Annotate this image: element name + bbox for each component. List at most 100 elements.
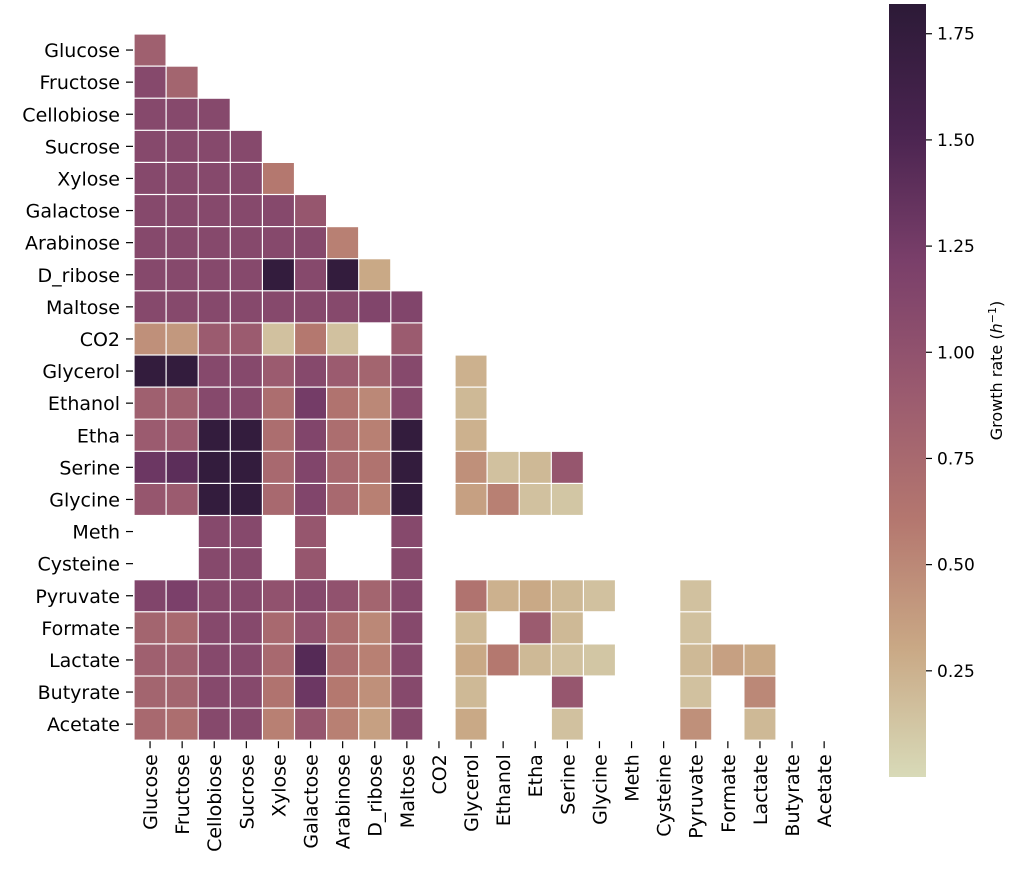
y-tick-label-glycerol: Glycerol <box>42 361 120 383</box>
heatmap-cell-acetate-galactose <box>295 708 326 740</box>
heatmap-cell-glycine-glucose <box>134 484 166 515</box>
heatmap-cell-acetate-d_ribose <box>359 708 391 740</box>
colorbar-title: Growth rate (h−1) <box>986 301 1007 440</box>
heatmap-cell-glycine-fructose <box>166 484 198 515</box>
y-tick-label-fructose: Fructose <box>39 72 120 94</box>
heatmap-cell-glycine-maltose <box>391 484 423 515</box>
heatmap-cell-formate-serine <box>551 612 583 644</box>
heatmap-cell-acetate-lactate <box>744 708 776 740</box>
heatmap-cell-co2-sucrose <box>230 323 262 355</box>
heatmap-cell-formate-fructose <box>166 612 198 644</box>
y-tick-label-cysteine: Cysteine <box>37 554 120 576</box>
heatmap-cell-etha-fructose <box>166 419 198 451</box>
y-tick-label-ethanol: Ethanol <box>48 393 120 415</box>
heatmap-cell-meth-galactose <box>295 516 326 547</box>
heatmap-cell-glycine-sucrose <box>230 484 262 515</box>
heatmap-cell-lactate-d_ribose <box>359 644 391 676</box>
heatmap-cell-lactate-glycerol <box>455 644 487 676</box>
heatmap-cell-maltose-arabinose <box>327 291 359 323</box>
heatmap-cell-butyrate-arabinose <box>327 676 359 708</box>
heatmap-cell-acetate-arabinose <box>327 708 359 740</box>
colorbar-tick-label: 0.25 <box>937 662 975 682</box>
heatmap-cell-etha-cellobiose <box>198 419 230 451</box>
heatmap-cell-serine-d_ribose <box>359 451 391 483</box>
heatmap-cell-acetate-glucose <box>134 708 166 740</box>
heatmap-cell-ethanol-d_ribose <box>359 387 391 419</box>
heatmap-cell-etha-arabinose <box>327 419 359 451</box>
heatmap-cell-lactate-arabinose <box>327 644 359 676</box>
heatmap-cell-lactate-glucose <box>134 644 166 676</box>
heatmap-cell-serine-ethanol <box>487 451 519 483</box>
y-tick-label-meth: Meth <box>72 522 120 544</box>
heatmap-cell-etha-xylose <box>263 419 294 451</box>
x-axis-tick-labels: Glucose Fructose Cellobiose Sucrose Xylose Ga… <box>140 741 836 852</box>
heatmap-cell-glycerol-d_ribose <box>359 355 391 387</box>
x-tick-label-meth: Meth <box>622 754 644 802</box>
heatmap-cell-xylose-cellobiose <box>198 163 230 194</box>
heatmap-cell-pyruvate-glycerol <box>455 580 487 612</box>
heatmap-cell-butyrate-maltose <box>391 676 423 708</box>
heatmap-cell-etha-maltose <box>391 419 423 451</box>
heatmap-cell-pyruvate-maltose <box>391 580 423 612</box>
heatmap-cell-sucrose-cellobiose <box>198 130 230 162</box>
colorbar-title-units-exponent: −1 <box>986 307 999 323</box>
heatmap-cell-d_ribose-d_ribose <box>359 259 391 291</box>
heatmap-cell-formate-galactose <box>295 612 326 644</box>
heatmap-cell-co2-arabinose <box>327 323 359 355</box>
heatmap-cell-formate-glucose <box>134 612 166 644</box>
heatmap-cell-sucrose-sucrose <box>230 130 262 162</box>
y-tick-label-glycine: Glycine <box>49 489 120 511</box>
heatmap-cell-serine-galactose <box>295 451 326 483</box>
colorbar-tick-label: 1.25 <box>937 237 975 257</box>
heatmap-cell-cysteine-sucrose <box>230 548 262 580</box>
heatmap-cell-arabinose-glucose <box>134 227 166 259</box>
x-tick-label-ethanol: Ethanol <box>493 754 515 826</box>
heatmap-cell-meth-maltose <box>391 516 423 547</box>
heatmap-cell-maltose-sucrose <box>230 291 262 323</box>
heatmap-cell-xylose-xylose <box>263 163 294 194</box>
colorbar-tick-label: 0.75 <box>937 449 975 469</box>
heatmap-cell-serine-etha <box>519 451 551 483</box>
heatmap-cell-co2-fructose <box>166 323 198 355</box>
heatmap-cell-lactate-serine <box>551 644 583 676</box>
heatmap-cell-etha-glycerol <box>455 419 487 451</box>
heatmap-cell-cysteine-maltose <box>391 548 423 580</box>
y-tick-label-acetate: Acetate <box>47 714 120 736</box>
x-tick-label-lactate: Lactate <box>750 754 772 825</box>
colorbar-gradient <box>889 4 926 777</box>
x-tick-label-maltose: Maltose <box>397 754 419 828</box>
y-tick-label-butyrate: Butyrate <box>38 682 120 704</box>
x-tick-label-glycine: Glycine <box>589 754 611 825</box>
heatmap-cell-ethanol-xylose <box>263 387 294 419</box>
heatmap-cell-ethanol-maltose <box>391 387 423 419</box>
heatmap-cell-arabinose-sucrose <box>230 227 262 259</box>
heatmap-cell-serine-glycerol <box>455 451 487 483</box>
heatmap-cell-ethanol-fructose <box>166 387 198 419</box>
heatmap-cell-glycerol-sucrose <box>230 355 262 387</box>
heatmap-cell-etha-glucose <box>134 419 166 451</box>
heatmap-cell-serine-arabinose <box>327 451 359 483</box>
heatmap-cell-co2-cellobiose <box>198 323 230 355</box>
heatmap-cell-glycine-ethanol <box>487 484 519 515</box>
x-tick-label-galactose: Galactose <box>301 754 323 848</box>
heatmap-cell-arabinose-arabinose <box>327 227 359 259</box>
heatmap-cell-arabinose-cellobiose <box>198 227 230 259</box>
heatmap-cell-glycine-d_ribose <box>359 484 391 515</box>
heatmap-cell-cysteine-cellobiose <box>198 548 230 580</box>
heatmap-cell-glycine-serine <box>551 484 583 515</box>
heatmap-cell-lactate-ethanol <box>487 644 519 676</box>
heatmap-cell-sucrose-fructose <box>166 130 198 162</box>
heatmap-cell-acetate-serine <box>551 708 583 740</box>
heatmap-cell-butyrate-xylose <box>263 676 294 708</box>
heatmap-cell-maltose-glucose <box>134 291 166 323</box>
y-tick-label-xylose: Xylose <box>57 168 120 190</box>
heatmap-cell-glucose-glucose <box>134 34 166 66</box>
x-tick-label-cellobiose: Cellobiose <box>204 754 226 852</box>
heatmap-cell-galactose-glucose <box>134 195 166 226</box>
heatmap-cell-lactate-pyruvate <box>680 644 712 676</box>
heatmap-cell-glycine-xylose <box>263 484 294 515</box>
heatmap-cell-acetate-fructose <box>166 708 198 740</box>
heatmap-cell-xylose-glucose <box>134 163 166 194</box>
heatmap-cell-arabinose-fructose <box>166 227 198 259</box>
